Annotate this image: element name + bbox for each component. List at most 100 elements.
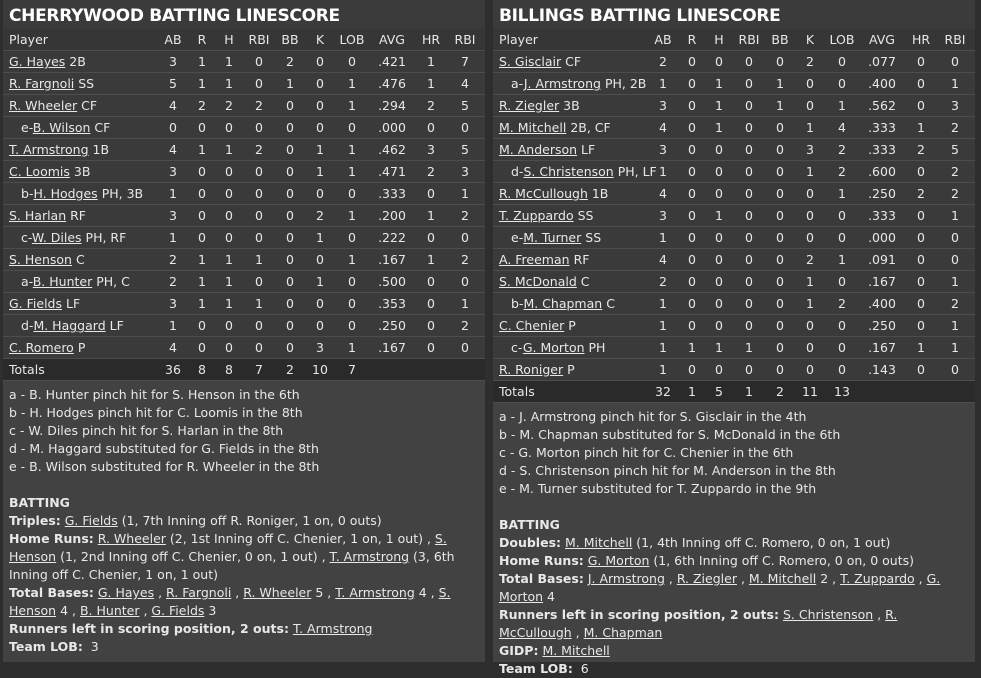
stat-cell: 0 xyxy=(286,340,294,355)
stat-cell: 0 xyxy=(688,318,696,333)
stat-cell: 0 xyxy=(745,296,753,311)
player-row: a-B. Hunter PH, C 2 1 1 0 0 1 0 .500 0 0 xyxy=(3,271,485,293)
total-cell: 13 xyxy=(834,384,850,399)
total-cell: 2 xyxy=(776,384,784,399)
player-link[interactable]: J. Armstrong xyxy=(587,571,665,586)
stat-cell: 0 xyxy=(225,208,233,223)
player-link[interactable]: S. Henson xyxy=(9,531,447,564)
player-link[interactable]: G. Hayes xyxy=(9,54,66,69)
player-link[interactable]: G. Fields xyxy=(9,296,62,311)
stat-cell: 0 xyxy=(316,98,324,113)
stat-cell: 1 xyxy=(348,76,356,91)
stat-cell: 1 xyxy=(348,340,356,355)
stat-cell: 0 xyxy=(255,54,263,69)
player-link[interactable]: M. Turner xyxy=(523,230,582,245)
player-link[interactable]: R. Roniger xyxy=(499,362,564,377)
player-cell: R. Wheeler CF xyxy=(9,95,97,117)
position: PH, C xyxy=(96,274,130,289)
player-link[interactable]: H. Hodges xyxy=(33,186,98,201)
batting-text: , xyxy=(571,625,584,640)
stat-cell: 0 xyxy=(427,274,435,289)
player-link[interactable]: S. Henson xyxy=(9,585,451,618)
player-link[interactable]: B. Wilson xyxy=(32,120,91,135)
total-cell: 32 xyxy=(655,384,671,399)
stat-cell: 0 xyxy=(715,252,723,267)
stat-cell: 0 xyxy=(806,98,814,113)
batting-label: Runners left in scoring position, 2 outs… xyxy=(499,607,779,622)
player-link[interactable]: T. Armstrong xyxy=(292,621,373,636)
player-link[interactable]: S. Christenson xyxy=(523,164,614,179)
player-link[interactable]: C. Romero xyxy=(9,340,74,355)
player-link[interactable]: T. Armstrong xyxy=(335,585,415,600)
stat-cell: 0 xyxy=(745,362,753,377)
player-link[interactable]: M. Mitchell xyxy=(499,120,567,135)
player-link[interactable]: M. Chapman xyxy=(583,625,663,640)
player-link[interactable]: R. McCullough xyxy=(499,607,898,640)
player-row: M. Anderson LF 3 0 0 0 0 3 2 .333 2 5 xyxy=(493,139,975,161)
player-link[interactable]: T. Zuppardo xyxy=(840,571,915,586)
stat-cell: 0 xyxy=(745,274,753,289)
player-row: R. Fargnoli SS 5 1 1 0 1 0 1 .476 1 4 xyxy=(3,73,485,95)
player-link[interactable]: R. Ziegler xyxy=(676,571,737,586)
player-link[interactable]: R. Fargnoli xyxy=(166,585,232,600)
player-link[interactable]: W. Diles xyxy=(31,230,82,245)
batting-text: 3 xyxy=(204,603,217,618)
stat-cell: 0 xyxy=(255,274,263,289)
player-link[interactable]: S. Henson xyxy=(9,252,72,267)
player-cell: C. Chenier P xyxy=(499,315,576,337)
batting-label: Runners left in scoring position, 2 outs… xyxy=(9,621,289,636)
total-cell: 2 xyxy=(286,362,294,377)
player-link[interactable]: C. Loomis xyxy=(9,164,70,179)
total-cell: 36 xyxy=(165,362,181,377)
player-link[interactable]: M. Haggard xyxy=(33,318,106,333)
player-link[interactable]: M. Chapman xyxy=(523,296,603,311)
stat-cell: .333 xyxy=(868,120,896,135)
player-link[interactable]: R. Wheeler xyxy=(243,585,312,600)
player-link[interactable]: R. Fargnoli xyxy=(9,76,75,91)
stat-cell: 2 xyxy=(951,186,959,201)
batting-text: , xyxy=(154,585,167,600)
player-link[interactable]: G. Morton xyxy=(499,571,941,604)
player-link[interactable]: M. Mitchell xyxy=(748,571,817,586)
player-link[interactable]: S. McDonald xyxy=(499,274,577,289)
player-link[interactable]: R. Wheeler xyxy=(97,531,166,546)
player-link[interactable]: M. Anderson xyxy=(499,142,578,157)
note: c - G. Morton pinch hit for C. Chenier i… xyxy=(499,445,794,460)
stat-cell: 1 xyxy=(917,120,925,135)
stat-cell: 1 xyxy=(225,76,233,91)
player-cell: c-W. Diles PH, RF xyxy=(21,227,126,249)
player-link[interactable]: R. McCullough xyxy=(499,186,588,201)
player-link[interactable]: T. Armstrong xyxy=(329,549,410,564)
stat-cell: 2 xyxy=(951,296,959,311)
stat-cell: .353 xyxy=(378,296,406,311)
player-link[interactable]: G. Fields xyxy=(151,603,205,618)
player-link[interactable]: R. Wheeler xyxy=(9,98,78,113)
stat-cell: 2 xyxy=(838,142,846,157)
player-link[interactable]: S. Christenson xyxy=(782,607,874,622)
player-link[interactable]: B. Hunter xyxy=(32,274,93,289)
player-link[interactable]: G. Fields xyxy=(64,513,118,528)
header-cell: BB xyxy=(281,32,299,47)
player-link[interactable]: T. Zuppardo xyxy=(499,208,574,223)
player-link[interactable]: T. Armstrong xyxy=(9,142,89,157)
player-link[interactable]: S. Harlan xyxy=(9,208,67,223)
player-link[interactable]: G. Hayes xyxy=(97,585,155,600)
player-link[interactable]: C. Chenier xyxy=(499,318,565,333)
player-link[interactable]: G. Morton xyxy=(587,553,650,568)
player-link[interactable]: S. Gisclair xyxy=(499,54,562,69)
stat-cell: .250 xyxy=(868,186,896,201)
total-cell: 10 xyxy=(312,362,328,377)
stat-cell: 0 xyxy=(348,296,356,311)
substitution-notes: a - J. Armstrong pinch hit for S. Giscla… xyxy=(499,408,969,498)
player-link[interactable]: B. Hunter xyxy=(79,603,140,618)
stat-cell: 1 xyxy=(917,340,925,355)
player-link[interactable]: M. Mitchell xyxy=(542,643,610,658)
stat-cell: 2 xyxy=(461,208,469,223)
player-link[interactable]: R. Ziegler xyxy=(499,98,560,113)
player-link[interactable]: J. Armstrong xyxy=(523,76,601,91)
stat-cell: 0 xyxy=(838,54,846,69)
stat-cell: 0 xyxy=(776,186,784,201)
player-link[interactable]: A. Freeman xyxy=(499,252,570,267)
player-link[interactable]: M. Mitchell xyxy=(565,535,633,550)
player-link[interactable]: G. Morton xyxy=(522,340,585,355)
